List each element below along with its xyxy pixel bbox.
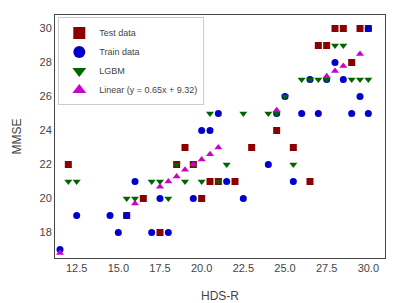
svg-text:22.5: 22.5 xyxy=(233,262,254,274)
svg-text:Train data: Train data xyxy=(99,47,139,57)
svg-text:Linear (y = 0.65x + 9.32): Linear (y = 0.65x + 9.32) xyxy=(99,85,197,95)
svg-text:15.0: 15.0 xyxy=(108,262,129,274)
svg-text:HDS-R: HDS-R xyxy=(201,289,239,303)
svg-text:12.5: 12.5 xyxy=(66,262,87,274)
svg-text:22: 22 xyxy=(40,158,52,170)
svg-text:30: 30 xyxy=(40,22,52,34)
svg-text:26: 26 xyxy=(40,90,52,102)
svg-text:MMSE: MMSE xyxy=(10,119,24,155)
svg-text:27.5: 27.5 xyxy=(316,262,337,274)
svg-text:25.0: 25.0 xyxy=(274,262,295,274)
svg-text:20.0: 20.0 xyxy=(191,262,212,274)
svg-text:30.0: 30.0 xyxy=(358,262,379,274)
svg-text:24: 24 xyxy=(40,124,52,136)
svg-text:LGBM: LGBM xyxy=(99,66,125,76)
svg-text:20: 20 xyxy=(40,192,52,204)
svg-text:18: 18 xyxy=(40,226,52,238)
svg-text:17.5: 17.5 xyxy=(149,262,170,274)
svg-text:28: 28 xyxy=(40,56,52,68)
svg-text:Test data: Test data xyxy=(99,28,136,38)
